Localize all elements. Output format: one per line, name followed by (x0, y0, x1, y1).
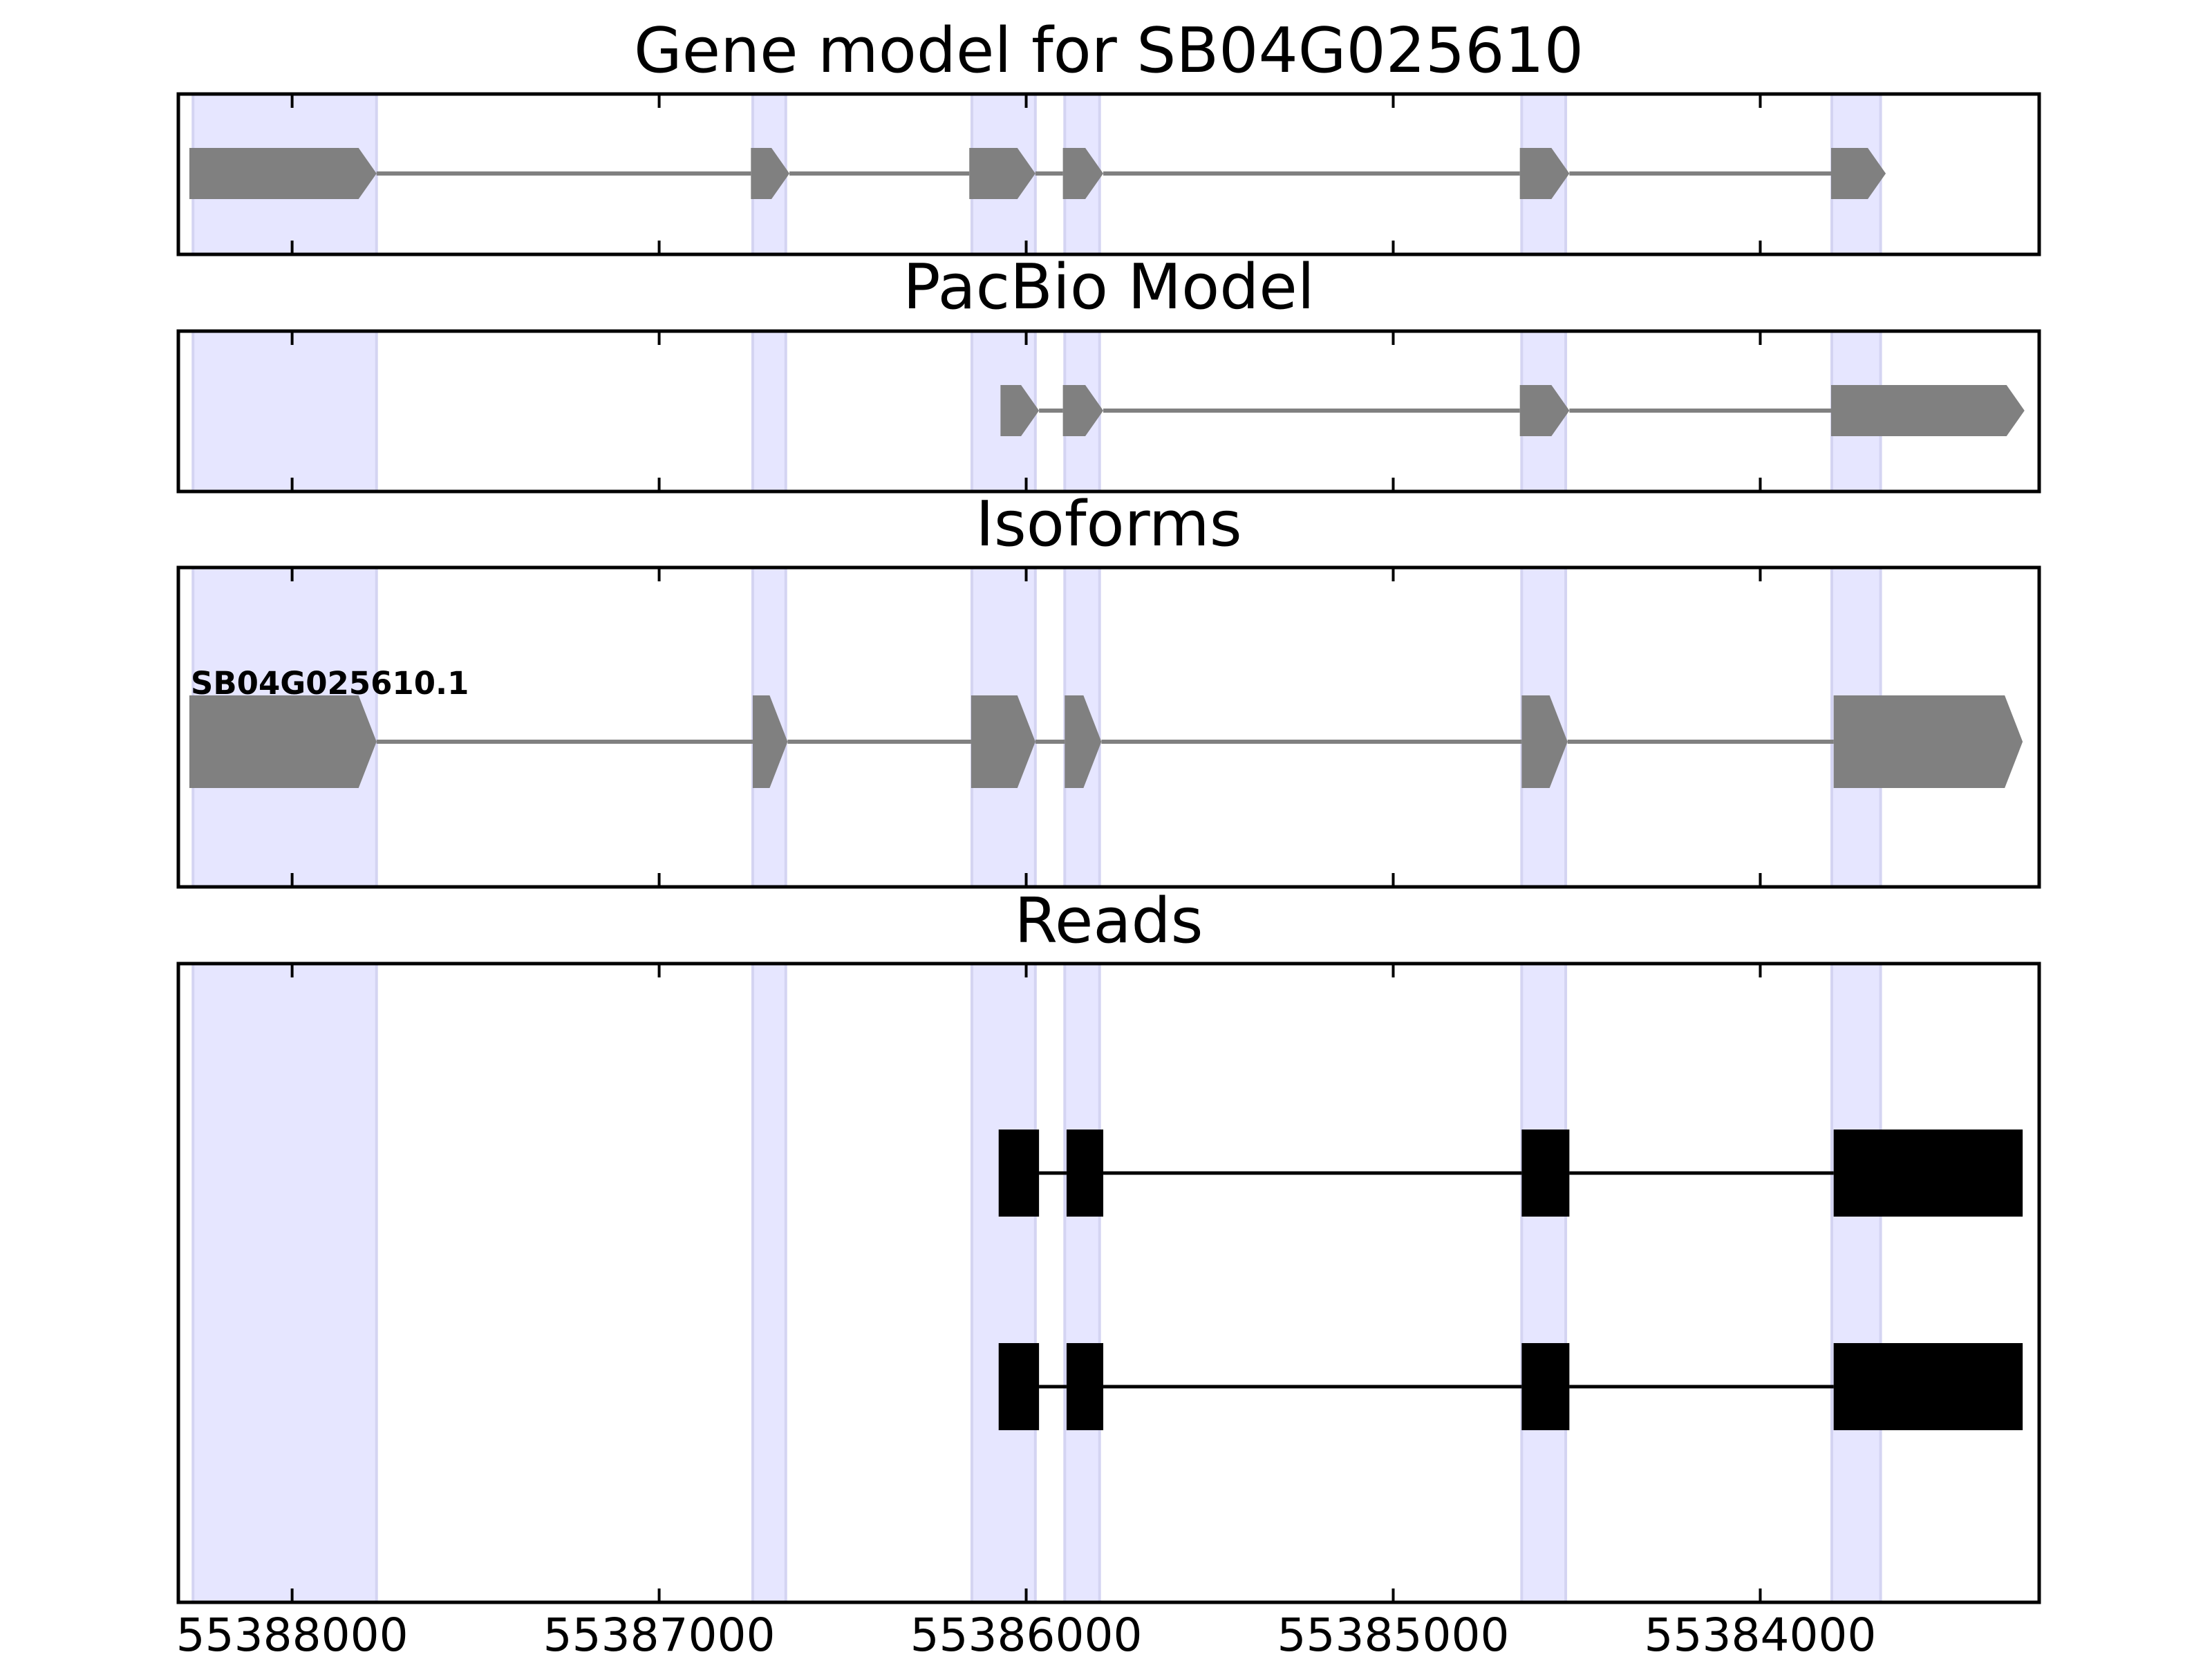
exon-arrow (1000, 385, 1040, 436)
exon-arrow (752, 695, 788, 788)
exon-highlight-band (191, 330, 378, 493)
exon-highlight-band (1520, 962, 1568, 1604)
panel-frame (176, 329, 2041, 494)
exon-arrow (751, 148, 790, 199)
x-tick-label: 55385000 (1277, 1609, 1510, 1659)
gene-model-feature (189, 148, 1886, 199)
x-tick-label: 55388000 (176, 1609, 409, 1659)
track-panel: Gene model for SB04G025610 (176, 15, 2041, 256)
read-feature (998, 1130, 2023, 1217)
read-exon-block (1066, 1343, 1104, 1430)
exon-arrow (1062, 148, 1104, 199)
x-tick-label: 55387000 (543, 1609, 776, 1659)
read-exon-block (1833, 1130, 2023, 1217)
exon-arrow (189, 695, 377, 788)
exon-highlight-band (1830, 962, 1882, 1604)
exon-arrow (1521, 695, 1568, 788)
panel-frame (176, 565, 2041, 889)
track-panels: Gene model for SB04G025610 PacBio Model SB… (176, 15, 2041, 1604)
read-feature (998, 1343, 2023, 1430)
exon-arrow (1833, 695, 2023, 788)
exon-highlight-band (751, 330, 787, 493)
panel-title: PacBio Model (903, 251, 1315, 324)
exon-arrow (1830, 385, 2025, 436)
isoform-label: SB04G025610.1 (191, 665, 469, 702)
exon-arrow (1519, 385, 1570, 436)
gene-model-feature (1000, 385, 2025, 436)
x-tick-label: 55386000 (910, 1609, 1143, 1659)
exon-arrow (189, 148, 377, 199)
panel-title: Reads (1014, 885, 1203, 957)
exon-arrow (1065, 695, 1102, 788)
track-panel: SB04G025610.1 Isoforms (176, 488, 2041, 889)
panel-title: Gene model for SB04G025610 (634, 15, 1584, 87)
x-axis-tick-labels: 55388000 55387000 55386000 55385000 55384000 (176, 1609, 1877, 1659)
x-tick-label: 55384000 (1644, 1609, 1876, 1659)
exon-arrow (969, 148, 1035, 199)
read-exon-block (1521, 1130, 1570, 1217)
panel-frame (176, 92, 2041, 256)
exon-arrow (1830, 148, 1886, 199)
exon-arrow (1519, 148, 1570, 199)
exon-arrow (1062, 385, 1104, 436)
read-exon-block (1521, 1343, 1570, 1430)
panel-title: Isoforms (975, 488, 1241, 561)
read-exon-block (998, 1343, 1040, 1430)
read-exon-block (998, 1130, 1040, 1217)
read-exon-block (1833, 1343, 2023, 1430)
read-exon-block (1066, 1130, 1104, 1217)
panel-frame (176, 962, 2041, 1604)
exon-highlight-band (1063, 962, 1101, 1604)
exon-highlight-band (191, 962, 378, 1604)
exon-highlight-band (751, 962, 787, 1604)
exon-highlight-band (970, 962, 1037, 1604)
exon-arrow (971, 695, 1035, 788)
track-panel: Reads (176, 885, 2041, 1604)
gene-model-feature: SB04G025610.1 (189, 665, 2023, 788)
track-panel: PacBio Model (176, 251, 2041, 494)
